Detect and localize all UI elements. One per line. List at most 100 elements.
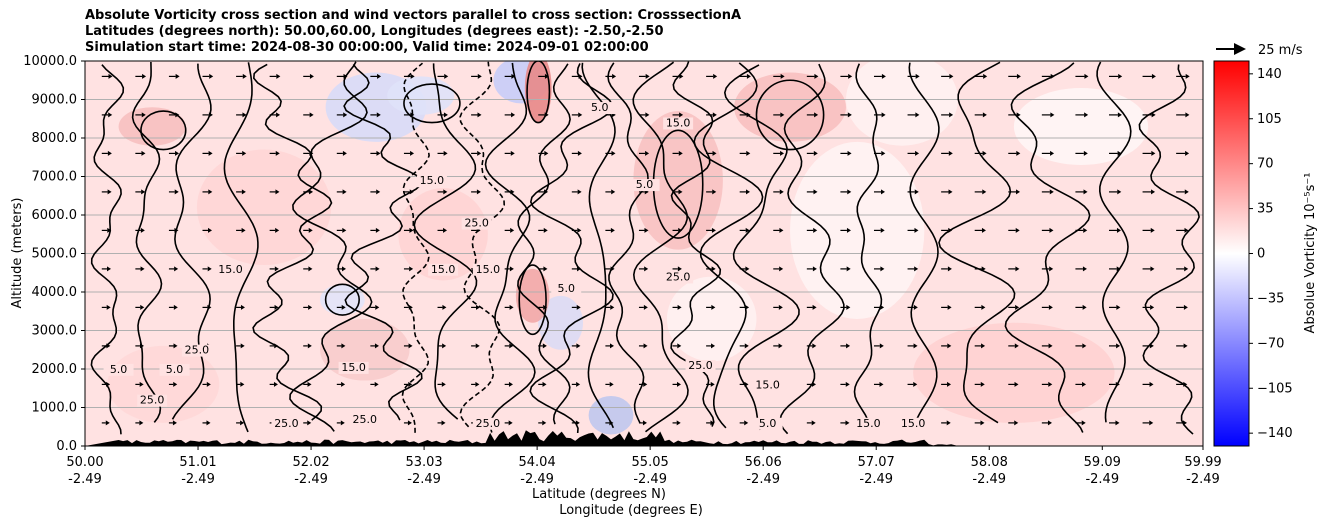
contour-label: 25.0 bbox=[666, 270, 691, 283]
colorbar-tick-label: −105 bbox=[1257, 381, 1293, 396]
wind-vector-head bbox=[409, 266, 414, 272]
wind-vector-head bbox=[609, 381, 614, 387]
x-tick-label-lon: -2.49 bbox=[407, 472, 441, 487]
wind-vector-head bbox=[509, 343, 514, 349]
wind-vector-head bbox=[982, 112, 987, 118]
contour-label-bg bbox=[416, 175, 447, 188]
wind-vector-head bbox=[408, 381, 413, 387]
contour-label: 15.0 bbox=[755, 378, 780, 391]
wind-vector-head bbox=[509, 266, 514, 272]
wind-vector-head bbox=[881, 112, 886, 118]
contour-label: 25.0 bbox=[140, 394, 165, 407]
vorticity-patch bbox=[1013, 87, 1149, 165]
wind-vector-head bbox=[813, 189, 818, 195]
contour-label-bg bbox=[752, 417, 783, 430]
wind-vector-head bbox=[712, 150, 717, 156]
wind-vector-head bbox=[307, 420, 312, 426]
colorbar-tick-label: −70 bbox=[1257, 336, 1284, 351]
contour-line bbox=[517, 63, 571, 425]
wind-vector-head bbox=[1151, 112, 1156, 118]
wind-vector-head bbox=[508, 381, 513, 387]
contour-line bbox=[693, 62, 764, 429]
wind-vector-head bbox=[981, 227, 986, 233]
wind-vector-head bbox=[1015, 304, 1020, 310]
wind-vector-head bbox=[642, 420, 647, 426]
x-tick-label-lat: 54.04 bbox=[519, 455, 556, 470]
vorticity-patch bbox=[666, 276, 757, 362]
y-tick-label: 9000.0 bbox=[32, 93, 78, 108]
wind-vector-head bbox=[846, 266, 851, 272]
y-tick-label: 2000.0 bbox=[32, 362, 78, 377]
wind-vector-head bbox=[947, 343, 952, 349]
wind-vector-head bbox=[477, 112, 482, 118]
contour-line bbox=[529, 63, 614, 434]
wind-vector-head bbox=[679, 73, 684, 79]
x-tick-label-lat: 51.01 bbox=[179, 455, 216, 470]
vorticity-patch bbox=[790, 141, 925, 319]
wind-vector-head bbox=[914, 266, 919, 272]
wind-vector-head bbox=[847, 112, 852, 118]
x-tick-label-lon: -2.49 bbox=[972, 472, 1006, 487]
contour-label: 25.0 bbox=[353, 413, 378, 426]
wind-vector-head bbox=[847, 189, 852, 195]
wind-vector-head bbox=[947, 304, 952, 310]
wind-vector-head bbox=[108, 112, 113, 118]
wind-vector-head bbox=[612, 73, 617, 79]
wind-vector-head bbox=[1016, 150, 1021, 156]
wind-vector-head bbox=[1084, 112, 1089, 118]
wind-vector-head bbox=[1116, 343, 1121, 349]
wind-vector-head bbox=[374, 343, 379, 349]
wind-vector-head bbox=[275, 189, 280, 195]
wind-vector-head bbox=[106, 266, 111, 272]
wind-vector-head bbox=[712, 112, 717, 118]
wind-vector-head bbox=[677, 266, 682, 272]
wind-vector-head bbox=[982, 150, 987, 156]
wind-vector-head bbox=[410, 73, 415, 79]
wind-vector-head bbox=[107, 227, 112, 233]
contour-loop bbox=[518, 264, 547, 336]
wind-vector-head bbox=[982, 189, 987, 195]
wind-vector-head bbox=[477, 150, 482, 156]
wind-vector-head bbox=[141, 112, 146, 118]
wind-vector-head bbox=[644, 227, 649, 233]
contour-label-bg bbox=[137, 394, 168, 407]
wind-vector-head bbox=[1149, 343, 1154, 349]
vorticity-patch bbox=[515, 268, 550, 323]
vorticity-patch bbox=[588, 395, 634, 435]
wind-vector-head bbox=[1016, 112, 1021, 118]
vorticity-patch bbox=[846, 61, 958, 146]
wind-vector-head bbox=[679, 112, 684, 118]
wind-vector-head bbox=[443, 189, 448, 195]
wind-vector-head bbox=[879, 343, 884, 349]
wind-vector-head bbox=[508, 420, 513, 426]
wind-vector-head bbox=[544, 150, 549, 156]
wind-vector-head bbox=[308, 304, 313, 310]
wind-vector-head bbox=[240, 304, 245, 310]
contour-label: 15.0 bbox=[341, 361, 366, 374]
wind-vector-head bbox=[174, 189, 179, 195]
wind-vector-head bbox=[949, 112, 954, 118]
wind-vector-head bbox=[611, 150, 616, 156]
wind-vector-head bbox=[1151, 189, 1156, 195]
wind-vector-head bbox=[949, 73, 954, 79]
wind-vector-head bbox=[407, 420, 412, 426]
contour-loop bbox=[140, 110, 187, 151]
wind-vector-head bbox=[443, 227, 448, 233]
contour-label-bg bbox=[472, 263, 503, 276]
wind-vector-head bbox=[981, 304, 986, 310]
wind-vector-head bbox=[1151, 73, 1156, 79]
wind-vector-head bbox=[746, 112, 751, 118]
wind-vector-head bbox=[275, 227, 280, 233]
contour-line bbox=[131, 61, 163, 423]
wind-vector-head bbox=[947, 266, 952, 272]
contour-line bbox=[632, 61, 689, 433]
x-tick-label-lat: 53.03 bbox=[405, 455, 442, 470]
wind-vector-head bbox=[142, 73, 147, 79]
wind-vector-head bbox=[1047, 420, 1052, 426]
wind-vector-head bbox=[643, 304, 648, 310]
wind-vector-head bbox=[813, 150, 818, 156]
x-tick-label-lat: 52.02 bbox=[292, 455, 329, 470]
wind-vector-head bbox=[511, 112, 516, 118]
wind-vector-head bbox=[981, 266, 986, 272]
wind-vector-head bbox=[409, 189, 414, 195]
